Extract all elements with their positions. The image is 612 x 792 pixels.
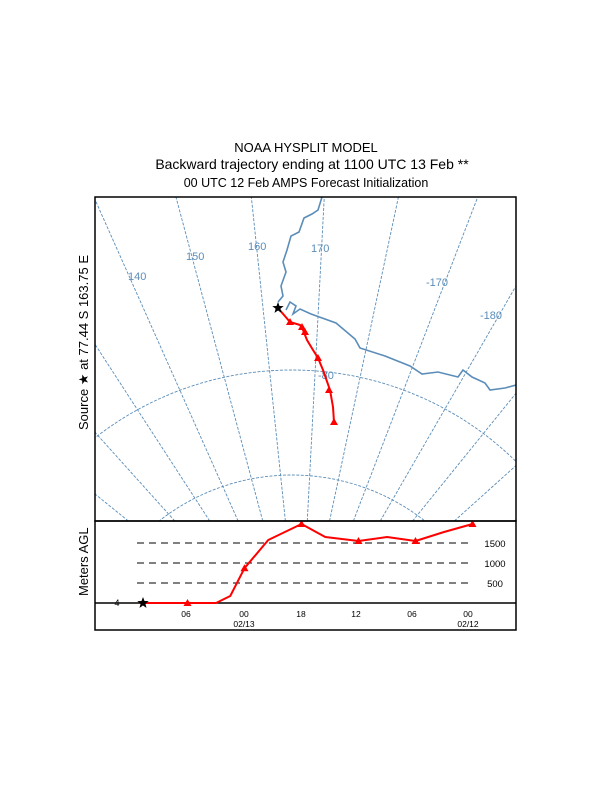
x-tick-label: 18: [296, 609, 306, 619]
latitude-circle: [95, 369, 516, 463]
trajectory-marker: [330, 418, 338, 425]
source-star-icon: [137, 597, 149, 608]
meridian-label: 170: [311, 243, 329, 255]
x-tick-label: 06: [181, 609, 191, 619]
source-label: Source ★ at 77.44 S 163.75 E: [76, 255, 91, 430]
source-star-icon: [272, 302, 284, 313]
meridian-line: [95, 431, 176, 521]
trajectory-marker: [298, 323, 306, 330]
meridian-line: [379, 284, 516, 521]
meridian-line: [306, 197, 325, 521]
x-tick-label: 00: [463, 609, 473, 619]
x-tick-label: 00: [239, 609, 249, 619]
height-marker: [183, 599, 192, 606]
height-marker: [354, 537, 363, 544]
meridian-line: [95, 493, 129, 521]
title-line3: 00 UTC 12 Feb AMPS Forecast Initializati…: [184, 176, 429, 190]
latitude-circle: [158, 474, 426, 521]
height-axis-label: Meters AGL: [76, 527, 91, 596]
y-tick-label: 1500: [484, 539, 505, 550]
trajectory-path: [277, 307, 335, 423]
title-line2: Backward trajectory ending at 1100 UTC 1…: [155, 156, 469, 172]
meridian-line: [513, 519, 516, 521]
meridian-line: [95, 198, 239, 521]
title-line1: NOAA HYSPLIT MODEL: [234, 140, 378, 155]
trajectory-marker: [301, 328, 309, 335]
x-date-label: 02/13: [233, 619, 255, 629]
meridian-line: [412, 392, 516, 521]
y-tick-label: 500: [487, 579, 503, 590]
meridian-line: [0, 360, 59, 521]
trajectory-marker: [286, 318, 294, 325]
meridian-label: -180: [480, 310, 502, 322]
x-date-label: 02/12: [457, 619, 479, 629]
trajectory-marker: [325, 386, 333, 393]
meridian-label: 160: [248, 241, 266, 253]
meridian-line: [250, 197, 286, 521]
meridian-label: 150: [186, 251, 204, 263]
x-tick-label: 06: [407, 609, 417, 619]
meridian-line: [454, 464, 516, 521]
meridian-line: [95, 343, 211, 521]
height-frame: [94, 520, 517, 631]
y-tick-label: 1000: [484, 559, 505, 570]
height-marker: [240, 564, 249, 572]
height-marker: [468, 520, 477, 527]
height-marker: [297, 520, 306, 527]
coastline: [277, 197, 516, 391]
ground-label: 4: [114, 598, 119, 608]
x-tick-label: 12: [351, 609, 361, 619]
meridian-line: [352, 197, 479, 521]
map-frame: [94, 196, 517, 522]
meridian-label: -170: [426, 277, 448, 289]
trajectory-marker: [314, 354, 322, 361]
meridian-label: 140: [128, 271, 146, 283]
height-marker: [411, 537, 420, 544]
